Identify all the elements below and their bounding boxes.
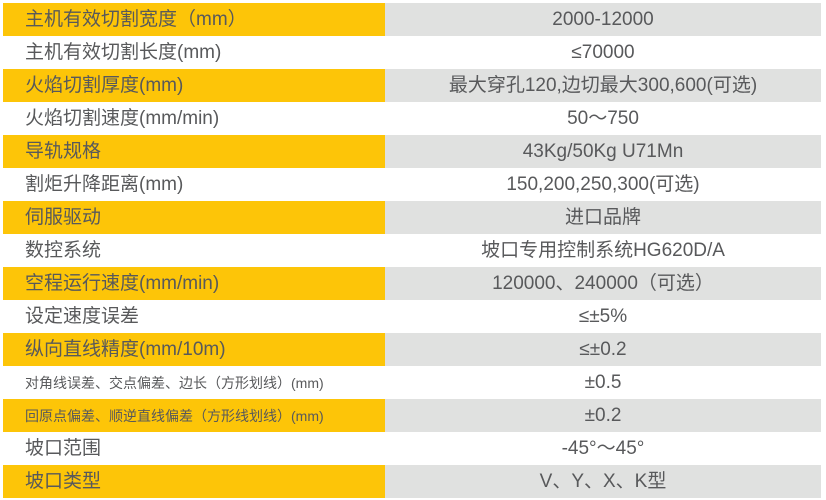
- table-row: 坡口范围 -45°～45°: [3, 432, 821, 465]
- spec-value: 50～750: [567, 108, 639, 129]
- table-row: 主机有效切割长度(mm) ≤70000: [3, 36, 821, 69]
- spec-value: -45°～45°: [561, 438, 645, 459]
- spec-label: 空程运行速度(mm/min): [3, 267, 385, 300]
- table-row: 纵向直线精度(mm/10m) ≤±0.2: [3, 333, 821, 366]
- spec-label: 坡口范围: [25, 438, 102, 459]
- spec-label: 割炬升降距离(mm): [25, 174, 184, 195]
- spec-label: 火焰切割厚度(mm): [3, 69, 385, 102]
- spec-label: 坡口类型: [3, 465, 385, 498]
- spec-value: 43Kg/50Kg U71Mn: [385, 135, 821, 168]
- table-row: 回原点偏差、顺逆直线偏差（方形线划线）(mm) ±0.2: [3, 399, 821, 432]
- spec-value: ±0.5: [584, 372, 622, 393]
- spec-value: ≤70000: [571, 42, 635, 63]
- spec-value: 最大穿孔120,边切最大300,600(可选): [385, 69, 821, 102]
- spec-label: 主机有效切割宽度（mm）: [3, 3, 385, 36]
- table-row: 主机有效切割宽度（mm） 2000-12000: [3, 3, 821, 36]
- table-row: 火焰切割厚度(mm) 最大穿孔120,边切最大300,600(可选): [3, 69, 821, 102]
- spec-value: ±0.2: [385, 399, 821, 432]
- spec-value: ≤±0.2: [385, 333, 821, 366]
- spec-label: 火焰切割速度(mm/min): [25, 108, 220, 129]
- table-row: 数控系统 坡口专用控制系统HG620D/A: [3, 234, 821, 267]
- spec-value: 2000-12000: [385, 3, 821, 36]
- spec-label: 数控系统: [25, 240, 102, 261]
- table-row: 伺服驱动 进口品牌: [3, 201, 821, 234]
- table-row: 设定速度误差 ≤±5%: [3, 300, 821, 333]
- table-row: 坡口类型 V、Y、X、K型: [3, 465, 821, 498]
- spec-table: 主机有效切割宽度（mm） 2000-12000 主机有效切割长度(mm) ≤70…: [3, 3, 821, 498]
- table-row: 导轨规格 43Kg/50Kg U71Mn: [3, 135, 821, 168]
- spec-label: 设定速度误差: [25, 306, 140, 327]
- spec-label: 导轨规格: [3, 135, 385, 168]
- table-row: 火焰切割速度(mm/min) 50～750: [3, 102, 821, 135]
- spec-label: 伺服驱动: [3, 201, 385, 234]
- table-row: 对角线误差、交点偏差、边长（方形划线）(mm) ±0.5: [3, 366, 821, 399]
- spec-label: 对角线误差、交点偏差、边长（方形划线）(mm): [25, 374, 324, 391]
- spec-value: 120000、240000（可选）: [385, 267, 821, 300]
- spec-value: ≤±5%: [578, 306, 628, 327]
- table-row: 空程运行速度(mm/min) 120000、240000（可选）: [3, 267, 821, 300]
- spec-value: V、Y、X、K型: [385, 465, 821, 498]
- spec-value: 进口品牌: [385, 201, 821, 234]
- spec-value: 150,200,250,300(可选): [506, 174, 700, 195]
- table-row: 割炬升降距离(mm) 150,200,250,300(可选): [3, 168, 821, 201]
- spec-label: 主机有效切割长度(mm): [25, 42, 222, 63]
- spec-label: 回原点偏差、顺逆直线偏差（方形线划线）(mm): [3, 399, 385, 432]
- spec-value: 坡口专用控制系统HG620D/A: [481, 240, 725, 261]
- spec-label: 纵向直线精度(mm/10m): [3, 333, 385, 366]
